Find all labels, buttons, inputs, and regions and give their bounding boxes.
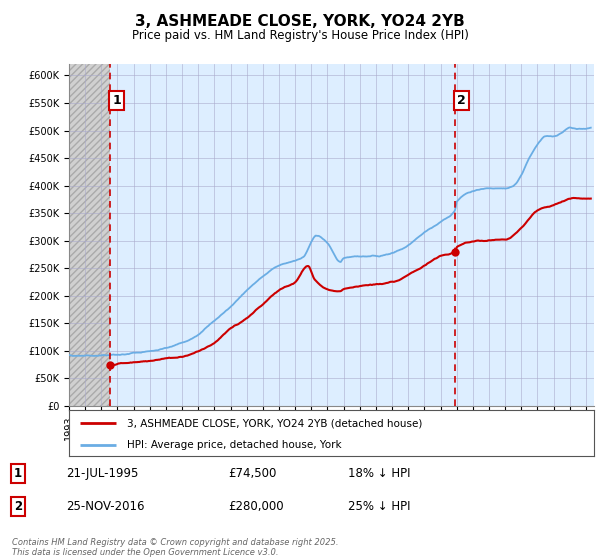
Text: HPI: Average price, detached house, York: HPI: Average price, detached house, York [127,440,341,450]
Bar [69,64,110,406]
Text: 25% ↓ HPI: 25% ↓ HPI [348,500,410,514]
Text: Price paid vs. HM Land Registry's House Price Index (HPI): Price paid vs. HM Land Registry's House … [131,29,469,42]
Text: 21-JUL-1995: 21-JUL-1995 [66,466,139,480]
Text: 3, ASHMEADE CLOSE, YORK, YO24 2YB: 3, ASHMEADE CLOSE, YORK, YO24 2YB [135,14,465,29]
Text: 1: 1 [14,466,22,480]
Text: 3, ASHMEADE CLOSE, YORK, YO24 2YB (detached house): 3, ASHMEADE CLOSE, YORK, YO24 2YB (detac… [127,418,422,428]
Text: 25-NOV-2016: 25-NOV-2016 [66,500,145,514]
Text: £280,000: £280,000 [228,500,284,514]
Text: 1: 1 [112,94,121,107]
Text: 18% ↓ HPI: 18% ↓ HPI [348,466,410,480]
Text: £74,500: £74,500 [228,466,277,480]
Text: 2: 2 [457,94,466,107]
Text: Contains HM Land Registry data © Crown copyright and database right 2025.
This d: Contains HM Land Registry data © Crown c… [12,538,338,557]
Text: 2: 2 [14,500,22,514]
